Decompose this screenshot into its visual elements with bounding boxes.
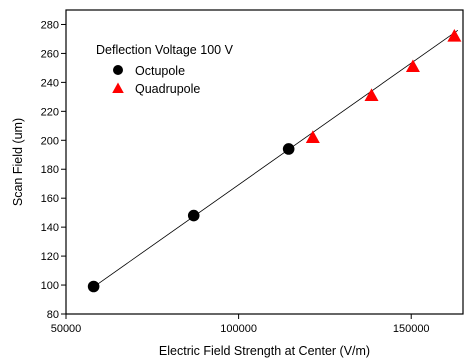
point-octupole bbox=[187, 209, 200, 222]
plot-area-frame bbox=[65, 9, 464, 315]
legend-marker-quadrupole bbox=[112, 82, 124, 93]
y-tick-label: 180 bbox=[41, 164, 59, 176]
y-tick-label: 160 bbox=[41, 193, 59, 205]
point-quadrupole bbox=[305, 130, 320, 143]
legend-label-quadrupole: Quadrupole bbox=[135, 82, 200, 96]
x-tick-label: 100000 bbox=[220, 323, 257, 335]
y-tick-label: 240 bbox=[41, 77, 59, 89]
y-tick-label: 80 bbox=[47, 309, 59, 321]
point-quadrupole bbox=[447, 29, 462, 42]
point-quadrupole bbox=[364, 88, 379, 102]
legend: Deflection Voltage 100 V Octupole Quadru… bbox=[96, 43, 234, 96]
legend-label-octupole: Octupole bbox=[135, 64, 185, 78]
y-tick-label: 220 bbox=[41, 106, 59, 118]
y-tick-label: 140 bbox=[41, 222, 59, 234]
x-axis-title: Electric Field Strength at Center (V/m) bbox=[159, 344, 370, 358]
x-tick-label: 150000 bbox=[393, 323, 430, 335]
legend-title: Deflection Voltage 100 V bbox=[96, 43, 234, 57]
point-quadrupole bbox=[405, 59, 420, 73]
y-tick-label: 120 bbox=[41, 251, 59, 263]
point-octupole bbox=[282, 143, 295, 155]
legend-marker-octupole bbox=[113, 65, 123, 75]
fit-line bbox=[89, 29, 459, 290]
y-tick-label: 260 bbox=[41, 48, 59, 60]
point-octupole bbox=[87, 280, 100, 293]
x-tick-label: 50000 bbox=[51, 323, 82, 335]
y-tick-label: 200 bbox=[41, 135, 59, 147]
y-tick-label: 100 bbox=[41, 280, 59, 292]
y-axis-title: Scan Field (um) bbox=[11, 118, 25, 206]
y-tick-label: 280 bbox=[41, 19, 59, 31]
